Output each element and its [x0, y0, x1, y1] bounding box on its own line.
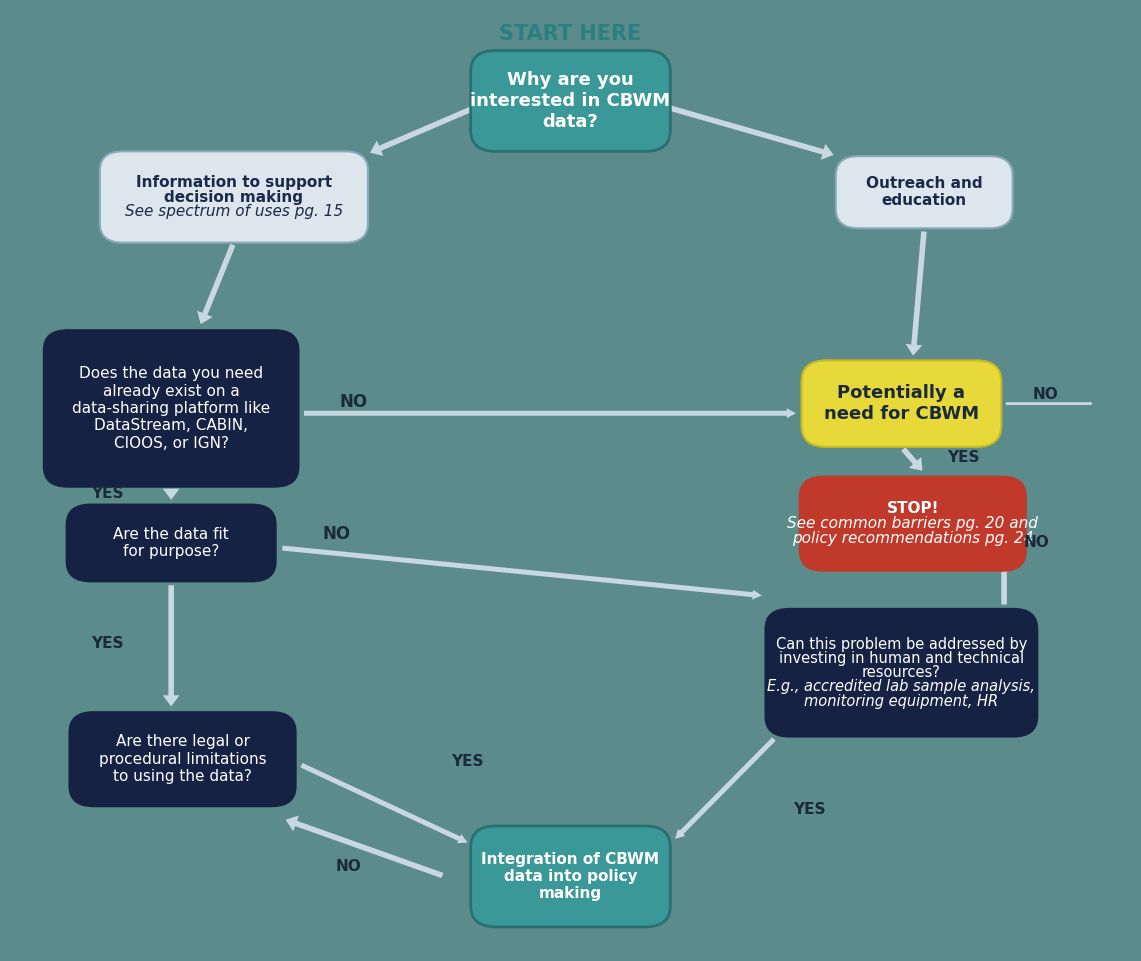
FancyBboxPatch shape — [470, 50, 670, 151]
Text: Does the data you need
already exist on a
data-sharing platform like
DataStream,: Does the data you need already exist on … — [72, 366, 270, 451]
Text: policy recommendations pg. 24: policy recommendations pg. 24 — [792, 531, 1034, 546]
Text: Can this problem be addressed by: Can this problem be addressed by — [776, 637, 1027, 652]
FancyBboxPatch shape — [68, 711, 297, 807]
Text: STOP!: STOP! — [887, 502, 939, 516]
FancyBboxPatch shape — [470, 825, 670, 926]
FancyBboxPatch shape — [799, 476, 1027, 572]
Text: YES: YES — [451, 753, 483, 769]
Text: See spectrum of uses pg. 15: See spectrum of uses pg. 15 — [124, 205, 343, 219]
FancyBboxPatch shape — [764, 607, 1038, 738]
FancyBboxPatch shape — [65, 504, 276, 582]
FancyBboxPatch shape — [99, 151, 367, 242]
Text: E.g., accredited lab sample analysis,: E.g., accredited lab sample analysis, — [768, 679, 1035, 695]
Text: NO: NO — [323, 526, 350, 543]
Text: Outreach and
education: Outreach and education — [866, 176, 982, 209]
Text: resources?: resources? — [861, 665, 941, 680]
Text: START HERE: START HERE — [500, 24, 641, 43]
Text: YES: YES — [91, 486, 123, 502]
Text: NO: NO — [335, 859, 361, 875]
Text: YES: YES — [793, 801, 825, 817]
Text: Potentially a
need for CBWM: Potentially a need for CBWM — [824, 384, 979, 423]
Text: NO: NO — [340, 393, 367, 410]
Text: NO: NO — [1033, 386, 1058, 402]
Text: Integration of CBWM
data into policy
making: Integration of CBWM data into policy mak… — [482, 851, 659, 901]
Text: investing in human and technical: investing in human and technical — [779, 651, 1023, 666]
FancyBboxPatch shape — [835, 156, 1012, 228]
Text: decision making: decision making — [164, 189, 304, 205]
FancyBboxPatch shape — [42, 329, 299, 488]
Text: monitoring equipment, HR: monitoring equipment, HR — [804, 694, 998, 708]
Text: Are there legal or
procedural limitations
to using the data?: Are there legal or procedural limitation… — [99, 734, 266, 784]
Text: See common barriers pg. 20 and: See common barriers pg. 20 and — [787, 516, 1038, 531]
Text: Are the data fit
for purpose?: Are the data fit for purpose? — [113, 527, 229, 559]
Text: Information to support: Information to support — [136, 175, 332, 189]
Text: NO: NO — [1023, 535, 1050, 551]
Text: Why are you
interested in CBWM
data?: Why are you interested in CBWM data? — [470, 71, 671, 131]
FancyBboxPatch shape — [801, 360, 1001, 447]
Text: YES: YES — [91, 636, 123, 652]
Text: YES: YES — [947, 450, 979, 465]
